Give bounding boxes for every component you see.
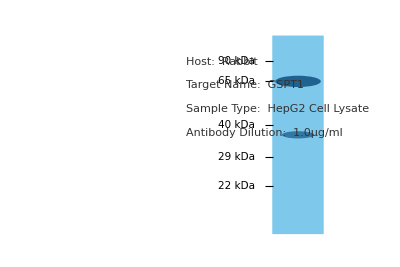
Text: 40 kDa: 40 kDa	[218, 120, 255, 129]
Text: 90 kDa: 90 kDa	[218, 56, 255, 66]
Ellipse shape	[275, 76, 321, 87]
Text: 22 kDa: 22 kDa	[218, 181, 255, 191]
FancyBboxPatch shape	[272, 36, 324, 234]
Text: 29 kDa: 29 kDa	[218, 152, 255, 162]
Text: Sample Type:  HepG2 Cell Lysate: Sample Type: HepG2 Cell Lysate	[186, 104, 370, 114]
Ellipse shape	[282, 131, 314, 138]
Text: Antibody Dilution:  1.0μg/ml: Antibody Dilution: 1.0μg/ml	[186, 128, 343, 138]
Text: 65 kDa: 65 kDa	[218, 76, 255, 87]
Text: Target Name:  GSPT1: Target Name: GSPT1	[186, 80, 304, 90]
Text: Host:  Rabbit: Host: Rabbit	[186, 57, 258, 67]
